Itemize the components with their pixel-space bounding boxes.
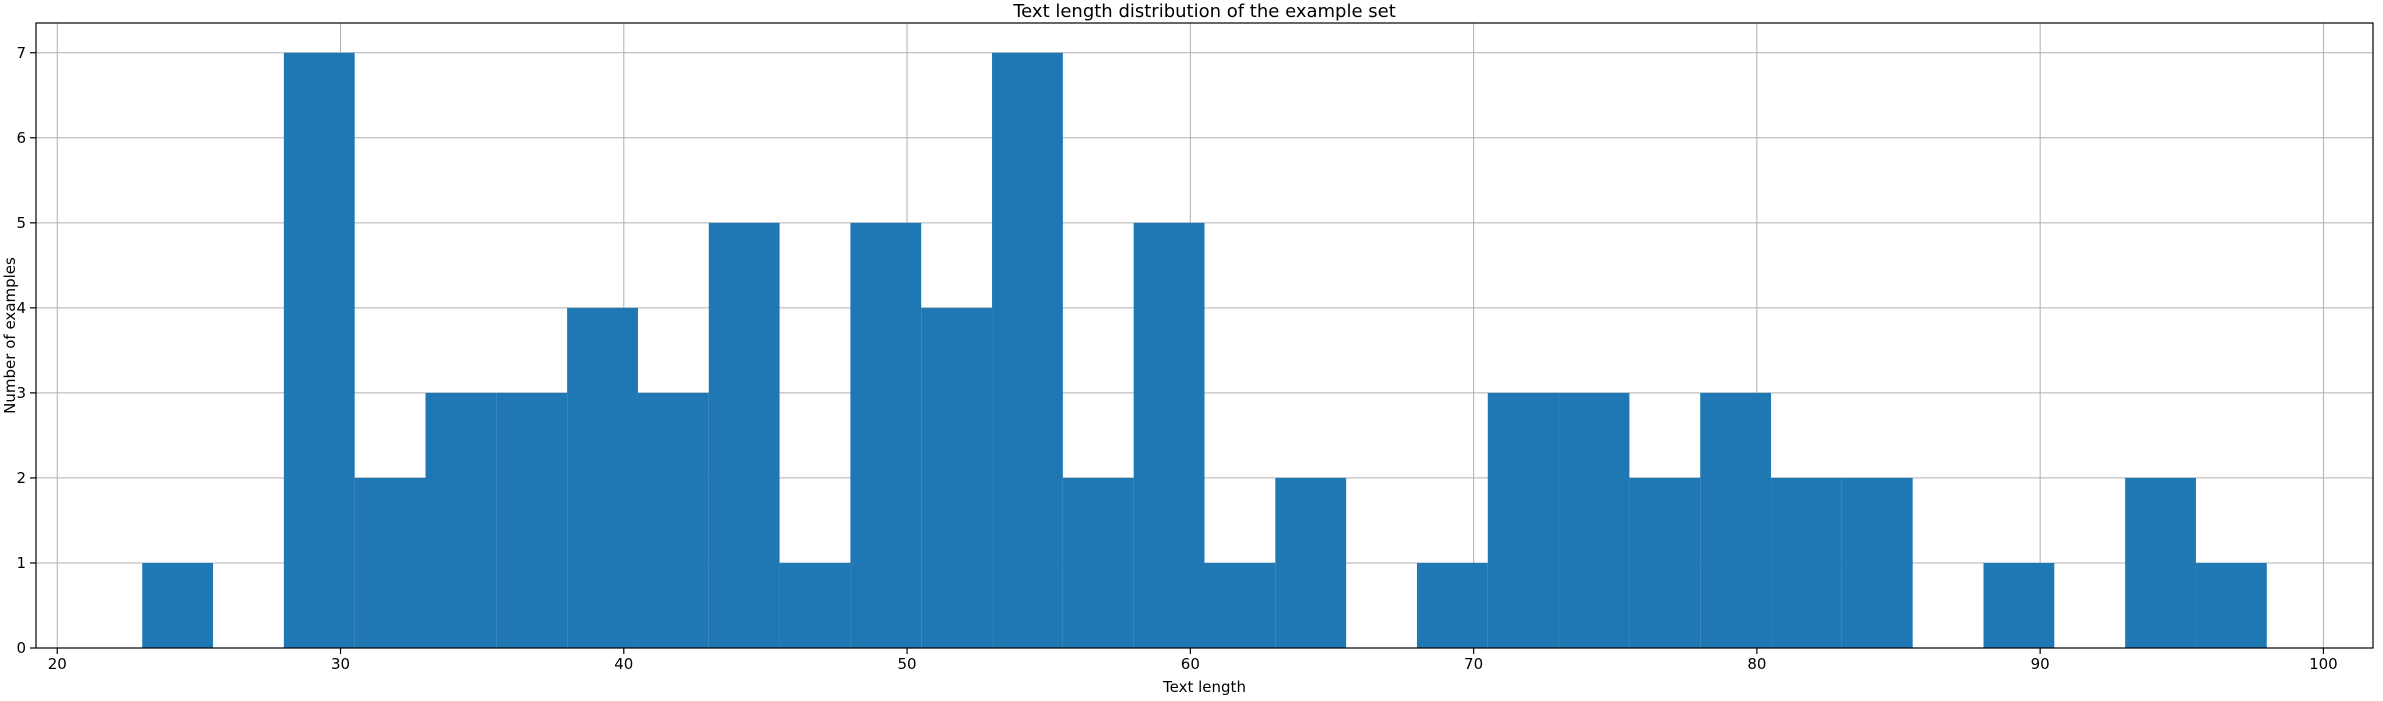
histogram-bar <box>992 52 1063 649</box>
histogram-bar <box>1204 562 1276 648</box>
histogram-bar <box>1700 392 1772 648</box>
x-tick-label: 60 <box>1181 655 1200 673</box>
histogram-bar <box>1275 477 1347 648</box>
histogram-bar <box>1133 222 1205 648</box>
x-axis-ticks: 20 30 40 50 60 70 80 90 100 <box>48 648 2338 673</box>
histogram-bar <box>1983 562 2055 648</box>
y-tick-label: 3 <box>16 384 26 402</box>
histogram-bar <box>567 307 638 648</box>
x-tick-label: 70 <box>1464 655 1483 673</box>
plot-frame <box>35 22 2374 649</box>
x-tick-label: 30 <box>331 655 350 673</box>
x-tick-label: 80 <box>1747 655 1766 673</box>
histogram-bar <box>496 392 568 648</box>
y-axis-label: Number of examples <box>1 257 19 414</box>
y-tick-label: 0 <box>16 639 26 657</box>
histogram-bar <box>1487 392 1559 648</box>
x-tick-label: 40 <box>614 655 633 673</box>
histogram-bar <box>779 562 851 648</box>
y-tick-label: 1 <box>16 554 26 572</box>
histogram-bar <box>2125 477 2196 648</box>
y-tick-label: 4 <box>16 299 26 317</box>
histogram-bar <box>2195 562 2267 648</box>
chart-title: Text length distribution of the example … <box>1012 1 1396 22</box>
histogram-bar <box>1416 562 1488 648</box>
histogram-bar <box>283 52 355 649</box>
y-tick-label: 2 <box>16 469 26 487</box>
histogram-bar <box>637 392 709 648</box>
y-tick-label: 6 <box>16 129 26 147</box>
histogram-bars <box>142 52 2267 649</box>
x-tick-label: 90 <box>2031 655 2050 673</box>
histogram-bar <box>142 562 214 648</box>
histogram-bar <box>354 477 426 648</box>
y-axis-ticks: 0 1 2 3 4 5 6 7 <box>16 44 36 657</box>
y-tick-label: 5 <box>16 214 26 232</box>
x-tick-label: 20 <box>48 655 67 673</box>
histogram-bar <box>921 307 993 648</box>
x-tick-label: 100 <box>2309 655 2338 673</box>
histogram-bar <box>1558 392 1630 648</box>
y-tick-label: 7 <box>16 44 26 62</box>
histogram-bar <box>708 222 780 648</box>
x-axis-label: Text length <box>1162 678 1246 696</box>
histogram-bar <box>1062 477 1134 648</box>
histogram-bar <box>850 222 922 648</box>
histogram-bar <box>425 392 497 648</box>
histogram-bar <box>1841 477 1913 648</box>
histogram-bar <box>1629 477 1701 648</box>
x-tick-label: 50 <box>898 655 917 673</box>
histogram-bar <box>1771 477 1842 648</box>
